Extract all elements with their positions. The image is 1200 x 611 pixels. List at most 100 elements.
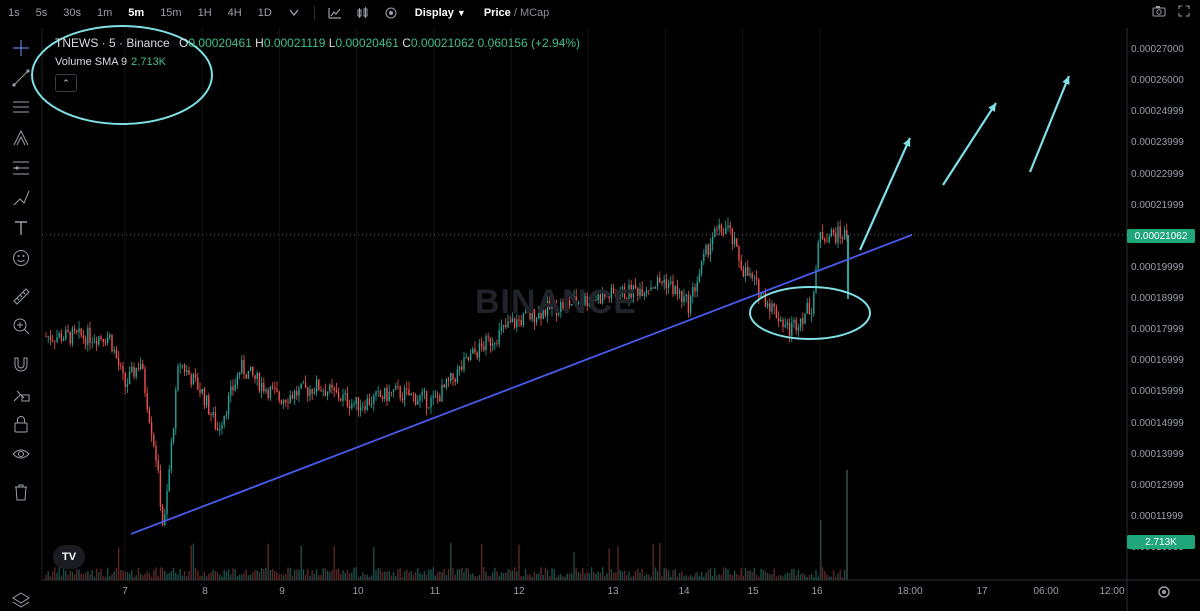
volume-bar [157,576,159,580]
candle-body [406,388,408,390]
horizontal-lines-icon[interactable] [11,98,31,118]
volume-bar [225,571,228,580]
display-menu[interactable]: Display ▼ [414,7,466,19]
candle-body [254,375,256,379]
candle-body [751,273,753,279]
exchange-watermark: BINANCE [475,283,637,321]
volume-bar [804,574,806,580]
volume-bar [452,567,454,580]
camera-icon[interactable] [1152,5,1166,20]
candle-body [544,309,547,316]
trash-icon[interactable] [11,482,31,502]
volume-bar [494,567,496,580]
volume-bar [278,574,280,580]
ruler-icon[interactable] [11,286,31,306]
lock-icon[interactable] [11,414,31,434]
crosshair-icon[interactable] [11,38,31,58]
volume-bar [245,569,247,580]
text-tool-icon[interactable] [11,218,31,238]
volume-bar [304,574,307,580]
volume-bar [573,551,575,580]
candle-body [148,409,151,423]
fib-tool-icon[interactable] [11,158,31,178]
volume-bar [546,570,549,580]
timeframe-4h[interactable]: 4H [227,7,242,19]
candle-body [128,372,131,385]
price-mcap-toggle[interactable]: Price / MCap [483,7,550,19]
timeframe-1h[interactable]: 1H [197,7,212,19]
volume-bar [773,568,775,580]
candle-body [234,384,236,391]
volume-bar [597,571,599,580]
candle-body [821,232,824,239]
zoom-in-icon[interactable] [11,316,31,336]
candle-body [659,277,661,282]
arrow-head [903,138,911,147]
eye-icon[interactable] [11,444,31,464]
candle-body [285,399,287,403]
timeframe-5s[interactable]: 5s [35,7,48,19]
volume-bar [709,568,712,580]
candle-body [120,365,122,367]
price-axis-label: 0.00017999 [1131,324,1184,336]
timeframe-1m[interactable]: 1m [97,7,113,19]
volume-bar [496,571,498,580]
candle-body [278,391,280,401]
timeframe-1d[interactable]: 1D [257,7,272,19]
volume-bar [832,570,835,580]
lock-drawings-icon[interactable] [11,384,31,404]
candle-body [201,388,203,393]
volume-bar [203,571,206,580]
time-axis-label: 14 [678,586,690,597]
volume-bar [155,567,157,580]
time-axis-label: 17 [976,586,988,597]
volume-bar [700,571,703,580]
magnet-icon[interactable] [11,354,31,374]
candle-body [846,229,848,237]
candle-body [828,236,830,243]
volume-bar [392,572,395,580]
volume-bar [749,570,751,580]
volume-bar [648,574,650,580]
volume-bar [254,569,256,580]
candle-body [674,286,676,295]
volume-bar [414,571,417,580]
candle-body [648,290,650,292]
more-timeframes-icon[interactable] [286,5,302,21]
candle-body [212,412,214,416]
volume-bar [549,576,551,580]
volume-bar [366,574,368,580]
candle-body [216,428,219,431]
timeframe-30s[interactable]: 30s [63,7,81,19]
volume-bar [181,575,184,580]
brush-icon[interactable] [11,188,31,208]
volume-bar [705,572,707,580]
volume-bar [483,567,485,580]
timeframe-15m[interactable]: 15m [160,7,182,19]
layers-icon[interactable] [11,590,31,610]
indicators-icon[interactable] [383,5,399,21]
candle-body [617,296,619,301]
candle-body [307,387,309,396]
fullscreen-icon[interactable] [1178,5,1190,20]
retest-ellipse [749,286,871,340]
trendline-tool-icon[interactable] [11,68,31,88]
volume-bar [276,572,278,580]
emoji-icon[interactable] [11,248,31,268]
chart-type-line-icon[interactable] [327,5,343,21]
timeframe-5m[interactable]: 5m [128,7,145,19]
volume-bar [65,570,67,580]
candle-body [56,337,58,342]
candles-icon[interactable] [355,5,371,21]
volume-bar [263,569,265,580]
candle-body [604,293,606,297]
timeframe-1s[interactable]: 1s [8,7,20,19]
settings-icon[interactable] [1157,585,1171,604]
candle-body [249,366,252,371]
candle-body [656,277,659,287]
candle-body [689,296,692,314]
candle-body [230,386,232,396]
pitchfork-icon[interactable] [11,128,31,148]
collapse-legend-button[interactable]: ⌃ [55,74,77,92]
